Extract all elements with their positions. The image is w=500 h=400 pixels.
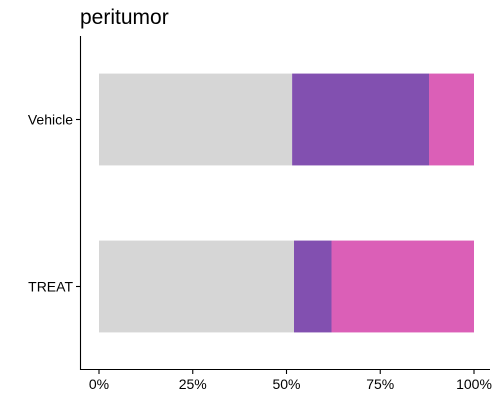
y-axis-ticks: Vehicle TREAT (28, 112, 80, 295)
bar-treat-segment-1 (99, 240, 294, 333)
x-tick-label: 0% (89, 376, 109, 392)
y-tick-label: TREAT (28, 279, 73, 295)
bar-treat-segment-2 (294, 240, 332, 333)
bar-vehicle-segment-1 (99, 73, 293, 166)
x-tick-label: 100% (456, 376, 492, 392)
x-axis-ticks: 0% 25% 50% 75% 100% (89, 370, 492, 392)
x-tick-label: 75% (366, 376, 394, 392)
bar-vehicle-segment-2 (292, 73, 429, 166)
bar-treat-segment-3 (331, 240, 474, 333)
x-tick-label: 50% (272, 376, 300, 392)
x-tick-label: 25% (179, 376, 207, 392)
bar-vehicle-segment-3 (429, 73, 474, 166)
y-tick-label: Vehicle (28, 112, 73, 128)
chart-title: peritumor (80, 6, 169, 29)
bars-layer (99, 73, 474, 333)
